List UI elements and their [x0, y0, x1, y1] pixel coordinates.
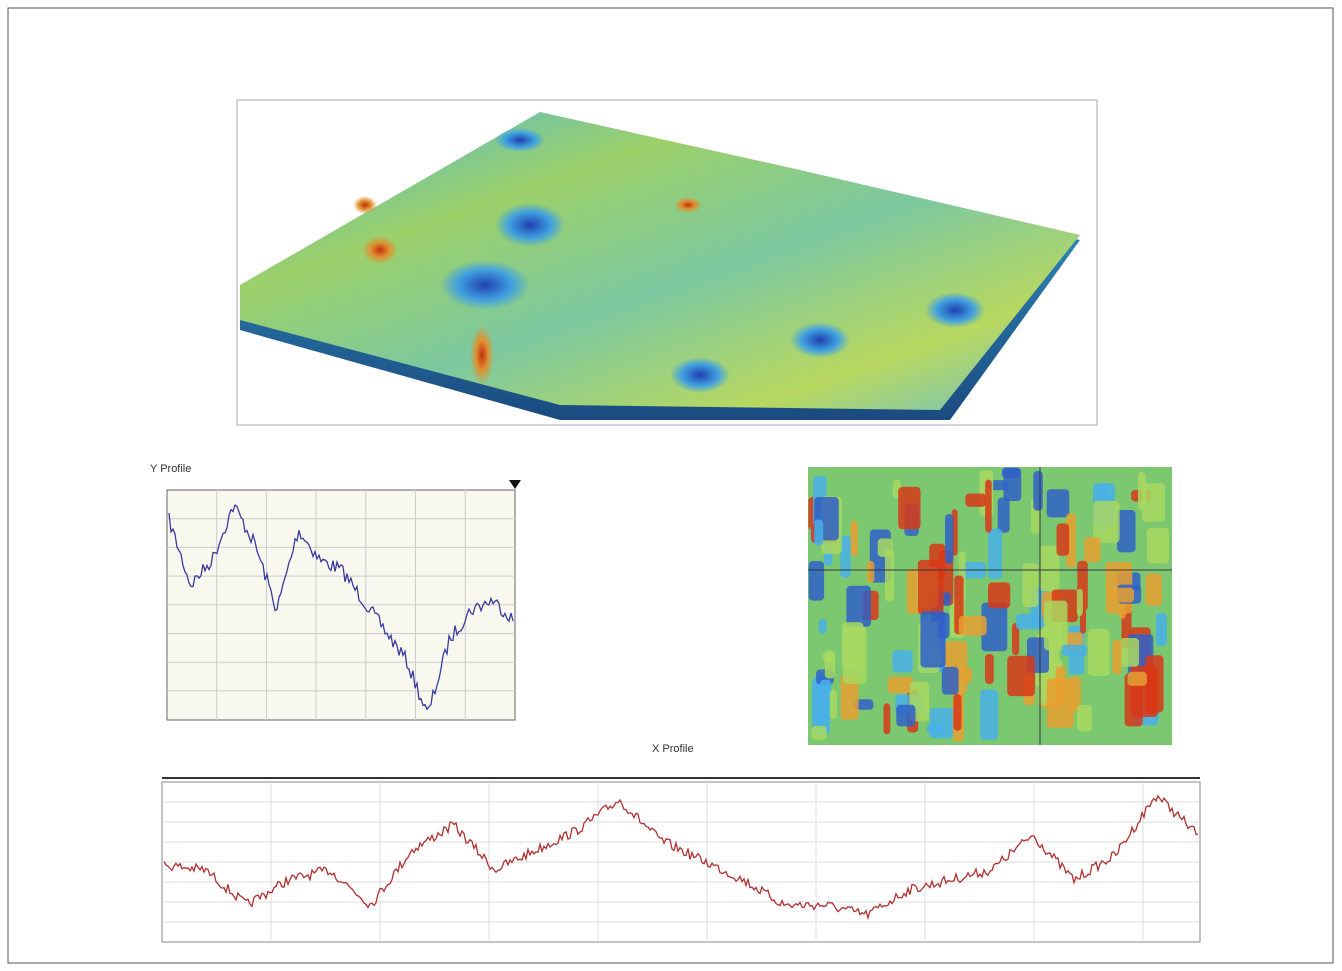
- map-patch: [962, 668, 973, 683]
- pit: [495, 128, 545, 152]
- peak: [470, 325, 494, 385]
- map-patch: [1146, 574, 1162, 606]
- map-patch: [1077, 705, 1092, 731]
- map-patch: [878, 538, 893, 556]
- map-patch: [1112, 640, 1121, 675]
- marker: [509, 480, 521, 489]
- map-patch: [988, 582, 1010, 608]
- map-patch: [1077, 589, 1083, 616]
- map-patch: [980, 690, 998, 740]
- map-patch: [942, 667, 959, 695]
- map-patch: [920, 611, 945, 667]
- map-patch: [927, 724, 945, 734]
- map-patch: [1062, 645, 1087, 656]
- map-patch: [985, 654, 994, 684]
- map-patch: [1156, 613, 1167, 646]
- map-patch: [1128, 672, 1147, 686]
- map-patch: [945, 514, 953, 564]
- map-patch: [1047, 489, 1070, 517]
- y-profile-panel: Y Profile: [150, 463, 521, 720]
- map-patch: [867, 561, 874, 583]
- map-patch: [965, 493, 986, 506]
- map-patch: [898, 487, 920, 529]
- map-patch: [1047, 678, 1074, 728]
- map-patch: [883, 703, 890, 734]
- map-patch: [918, 560, 944, 615]
- map-patch: [1040, 546, 1060, 592]
- map-patch: [1003, 468, 1021, 501]
- map-patch: [896, 705, 915, 727]
- map-patch: [843, 627, 867, 684]
- map-patch: [1057, 523, 1070, 555]
- map-patch: [811, 726, 826, 740]
- map-patch: [809, 561, 824, 601]
- map-patch: [953, 694, 961, 731]
- map-patch: [814, 520, 823, 546]
- surface-3d: [237, 100, 1097, 425]
- map-patch: [1044, 601, 1068, 651]
- map-patch: [1117, 510, 1135, 552]
- pit: [670, 357, 730, 393]
- map-patch: [988, 529, 1002, 580]
- map-patch: [830, 690, 837, 720]
- map-patch: [888, 677, 914, 693]
- figure: Y Profile X Profile: [0, 0, 1342, 971]
- peak: [362, 236, 398, 264]
- height-map: [808, 467, 1172, 745]
- pit: [440, 260, 530, 310]
- map-patch: [1145, 663, 1156, 714]
- map-patch: [825, 650, 835, 678]
- peak: [353, 196, 377, 214]
- pit: [925, 292, 985, 328]
- map-patch: [1033, 471, 1042, 511]
- pit: [495, 203, 565, 247]
- map-patch: [1016, 614, 1044, 630]
- panel-title: X Profile: [652, 743, 694, 755]
- map-patch: [1088, 629, 1110, 676]
- map-patch: [892, 650, 912, 672]
- map-patch: [1084, 537, 1100, 562]
- pit: [790, 322, 850, 358]
- map-patch: [1120, 638, 1139, 667]
- map-patch: [959, 616, 987, 636]
- peak: [674, 197, 702, 213]
- map-patch: [1093, 501, 1119, 543]
- x-profile-panel: [162, 778, 1200, 942]
- map-patch: [998, 498, 1010, 533]
- map-patch: [1147, 528, 1169, 564]
- map-patch: [1142, 483, 1165, 521]
- map-patch: [1007, 656, 1035, 696]
- map-patch: [846, 586, 871, 627]
- map-patch: [851, 521, 858, 557]
- page: Y Profile X Profile: [0, 0, 1342, 971]
- map-patch: [1110, 588, 1134, 603]
- map-patch: [819, 619, 827, 634]
- map-patch: [985, 480, 992, 533]
- panel-title: Y Profile: [150, 463, 191, 475]
